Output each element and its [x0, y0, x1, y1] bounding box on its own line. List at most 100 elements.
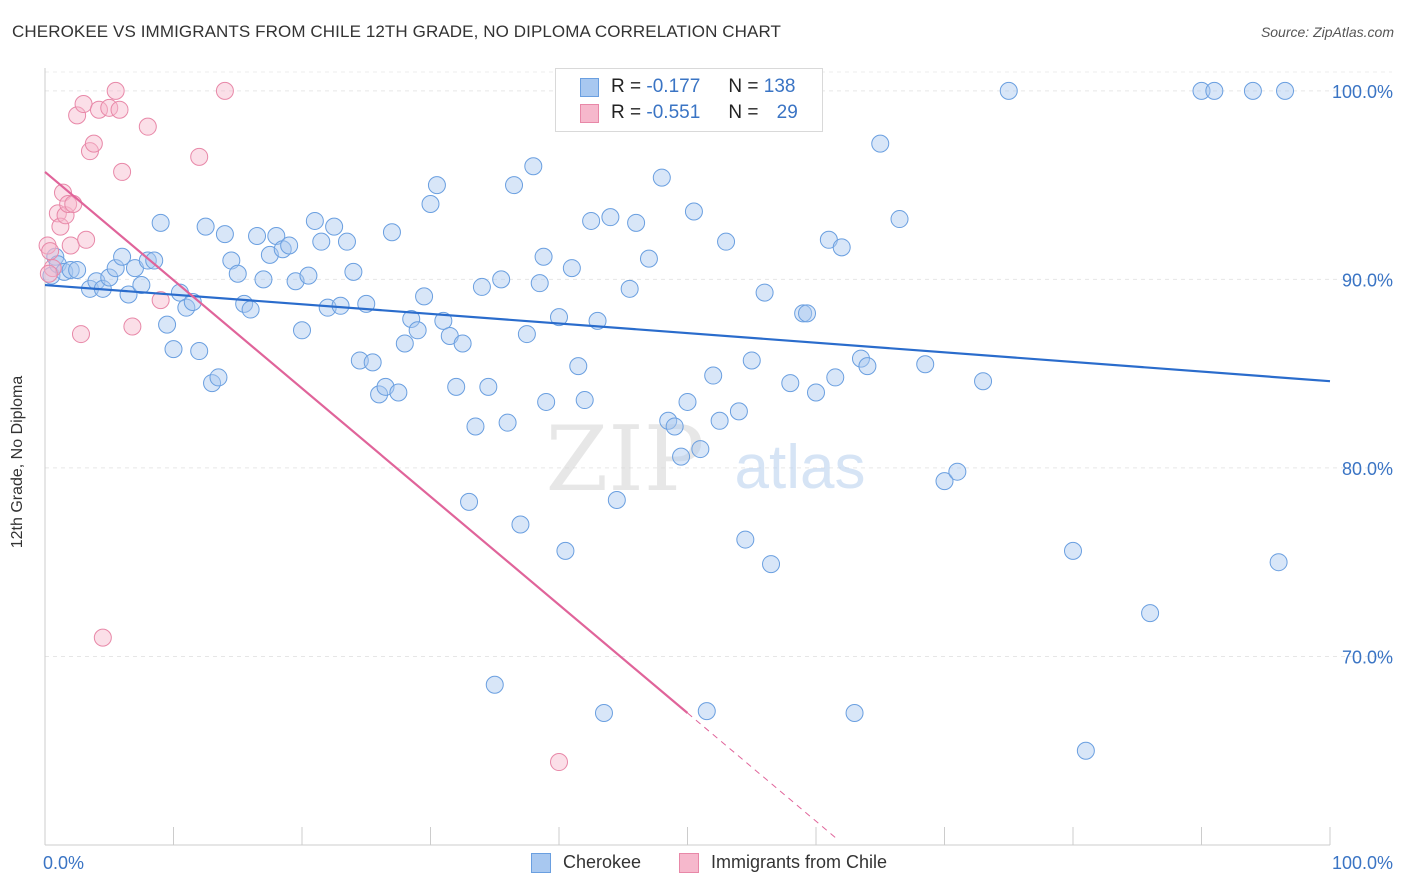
cherokee-point [672, 447, 691, 466]
cherokee-point [607, 490, 626, 509]
chile-point [110, 100, 129, 119]
cherokee-point [293, 321, 311, 340]
axes [44, 68, 1331, 846]
cherokee-point [434, 311, 453, 330]
cherokee-point [794, 304, 813, 323]
cherokee-point [151, 213, 170, 232]
cherokee-point [492, 270, 511, 289]
cherokee-point [1205, 81, 1224, 100]
cherokee-point [344, 262, 363, 281]
cherokee-point [550, 308, 568, 327]
cherokee-point [164, 340, 183, 359]
cherokee-point [158, 315, 177, 334]
cherokee-point [717, 232, 736, 251]
cherokee-point [1192, 81, 1211, 100]
cherokee-point [627, 213, 646, 232]
legend-item-cherokee[interactable]: Cherokee [531, 852, 641, 873]
cherokee-point [222, 251, 241, 270]
chile-point [93, 628, 112, 647]
cherokee-point [61, 260, 80, 279]
cherokee-point [363, 353, 382, 372]
cherokee-point [145, 251, 164, 270]
cherokee-point [697, 702, 716, 721]
cherokee-point [556, 541, 575, 560]
cherokee-point [408, 321, 427, 340]
y-tick-label: 80.0% [1342, 459, 1393, 479]
chart-title: CHEROKEE VS IMMIGRANTS FROM CHILE 12TH G… [12, 22, 782, 41]
cherokee-point [325, 217, 344, 236]
cherokee-point [916, 355, 935, 374]
x-tick-label: 0.0% [43, 853, 84, 873]
cherokee-point [569, 357, 588, 376]
cherokee-point [382, 223, 401, 242]
cherokee-point [1076, 741, 1095, 760]
cherokee-point [524, 157, 543, 176]
chile-point [151, 291, 170, 310]
cherokee-point [485, 675, 504, 694]
cherokee-point [254, 270, 273, 289]
cherokee-point [639, 249, 658, 268]
cherokee-point [1141, 604, 1160, 623]
cherokee-point [537, 392, 556, 411]
cherokee-point [389, 383, 408, 402]
chile-point [53, 183, 72, 202]
cherokee-point [453, 334, 472, 353]
stats-row-cherokee: R = -0.177 N = 138 [580, 75, 795, 99]
cherokee-point [228, 264, 247, 283]
chile-legend-swatch [679, 852, 699, 873]
chile-trend-line [44, 171, 689, 714]
chile-point [48, 204, 67, 223]
chile-point [59, 194, 78, 213]
n-value: 138 [763, 76, 796, 97]
cherokee-point [807, 383, 825, 402]
cherokee-point [421, 194, 440, 213]
cherokee-point [935, 472, 954, 491]
gridlines [45, 71, 1392, 657]
chile-point [61, 236, 80, 255]
cherokee-point [620, 279, 639, 298]
cherokee-trend-line [44, 283, 1331, 383]
cherokee-point [871, 134, 890, 153]
chile-point [190, 147, 209, 166]
cherokee-point [762, 555, 781, 574]
cherokee-point [305, 211, 324, 230]
n-value: 29 [776, 102, 798, 123]
cherokee-point [826, 368, 845, 387]
cherokee-point [132, 276, 151, 295]
cherokee-point [665, 417, 684, 436]
cherokee-point [1276, 81, 1295, 100]
cherokee-point [517, 325, 536, 344]
cherokee-point [312, 232, 331, 251]
cherokee-point [68, 260, 87, 279]
cherokee-point [575, 391, 594, 410]
stats-legend: R = -0.177 N = 138 R = -0.551 N = 29 [555, 68, 823, 132]
cherokee-point [299, 266, 318, 285]
chile-point [64, 194, 83, 213]
cherokee-point [710, 411, 729, 430]
cherokee-point [248, 227, 267, 246]
chile-point [74, 95, 93, 114]
cherokee-point [798, 304, 817, 323]
n-label: N = [728, 102, 759, 123]
chile-point [106, 81, 125, 100]
cherokee-points [42, 81, 1295, 760]
cherokee-point [534, 247, 553, 266]
n-label: N = [728, 76, 759, 97]
cherokee-point [215, 225, 234, 244]
y-tick-label: 70.0% [1342, 647, 1393, 667]
r-value: -0.551 [646, 102, 701, 123]
chile-point [215, 81, 234, 100]
legend-item-chile[interactable]: Immigrants from Chile [679, 852, 887, 873]
tick-labels: 100.0% 90.0% 80.0% 70.0% 0.0% 100.0% [43, 82, 1393, 873]
watermark-zip: ZIP [546, 407, 705, 512]
cherokee-point [858, 357, 877, 376]
cherokee-point [594, 704, 613, 723]
y-tick-label: 90.0% [1342, 270, 1393, 290]
cherokee-point [395, 334, 414, 353]
cherokee-point [267, 227, 286, 246]
cherokee-point [974, 372, 993, 391]
cherokee-point [736, 530, 755, 549]
cherokee-point [678, 392, 697, 411]
cherokee-point [582, 211, 601, 230]
